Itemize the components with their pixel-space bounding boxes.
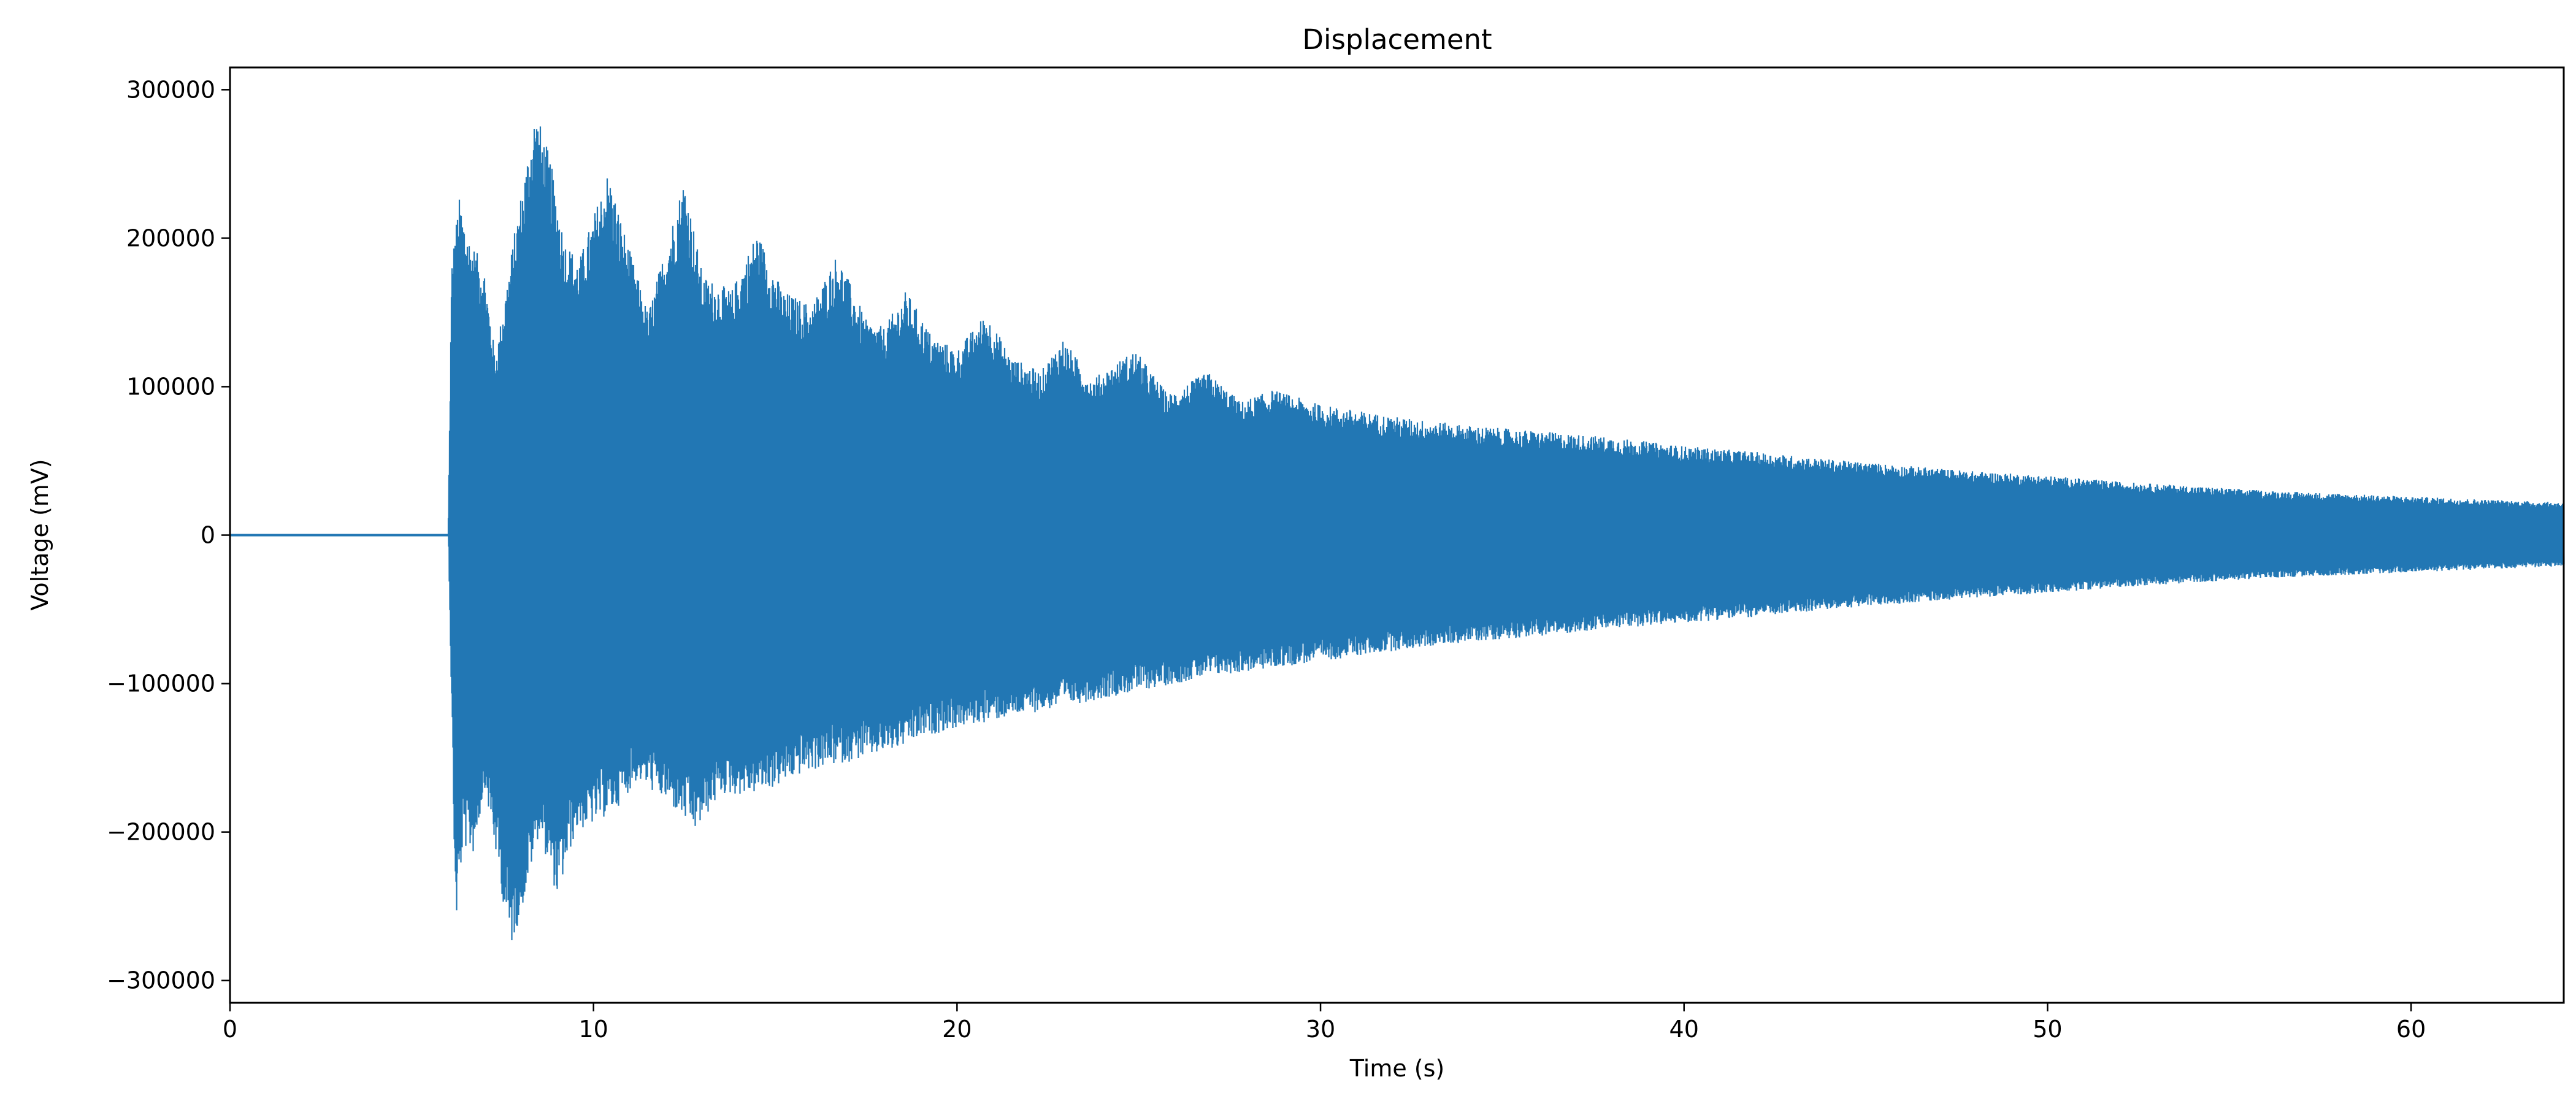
signal-trace <box>447 126 2565 941</box>
x-axis-label: Time (s) <box>1349 1055 1445 1082</box>
x-tick-label: 40 <box>1669 1016 1699 1043</box>
x-tick-label: 50 <box>2033 1016 2062 1043</box>
plot-area <box>230 126 2565 941</box>
y-tick-label: 100000 <box>126 373 215 400</box>
y-tick-label: 200000 <box>126 224 215 251</box>
x-tick-label: 0 <box>223 1016 237 1043</box>
x-tick-label: 30 <box>1306 1016 1335 1043</box>
x-tick-label: 20 <box>942 1016 972 1043</box>
x-tick-label: 60 <box>2396 1016 2426 1043</box>
y-tick-label: 0 <box>201 522 215 549</box>
y-tick-label: 300000 <box>126 76 215 103</box>
x-axis: 0 10 20 30 40 50 60 <box>223 1003 2426 1043</box>
y-tick-label: −300000 <box>107 967 215 994</box>
y-tick-label: −100000 <box>107 670 215 697</box>
chart-title: Displacement <box>1302 23 1492 56</box>
y-axis-label: Voltage (mV) <box>26 459 53 610</box>
y-axis: 300000 200000 100000 0 −100000 −200000 −300000 <box>107 76 230 994</box>
y-tick-label: −200000 <box>107 819 215 846</box>
x-tick-label: 10 <box>578 1016 608 1043</box>
